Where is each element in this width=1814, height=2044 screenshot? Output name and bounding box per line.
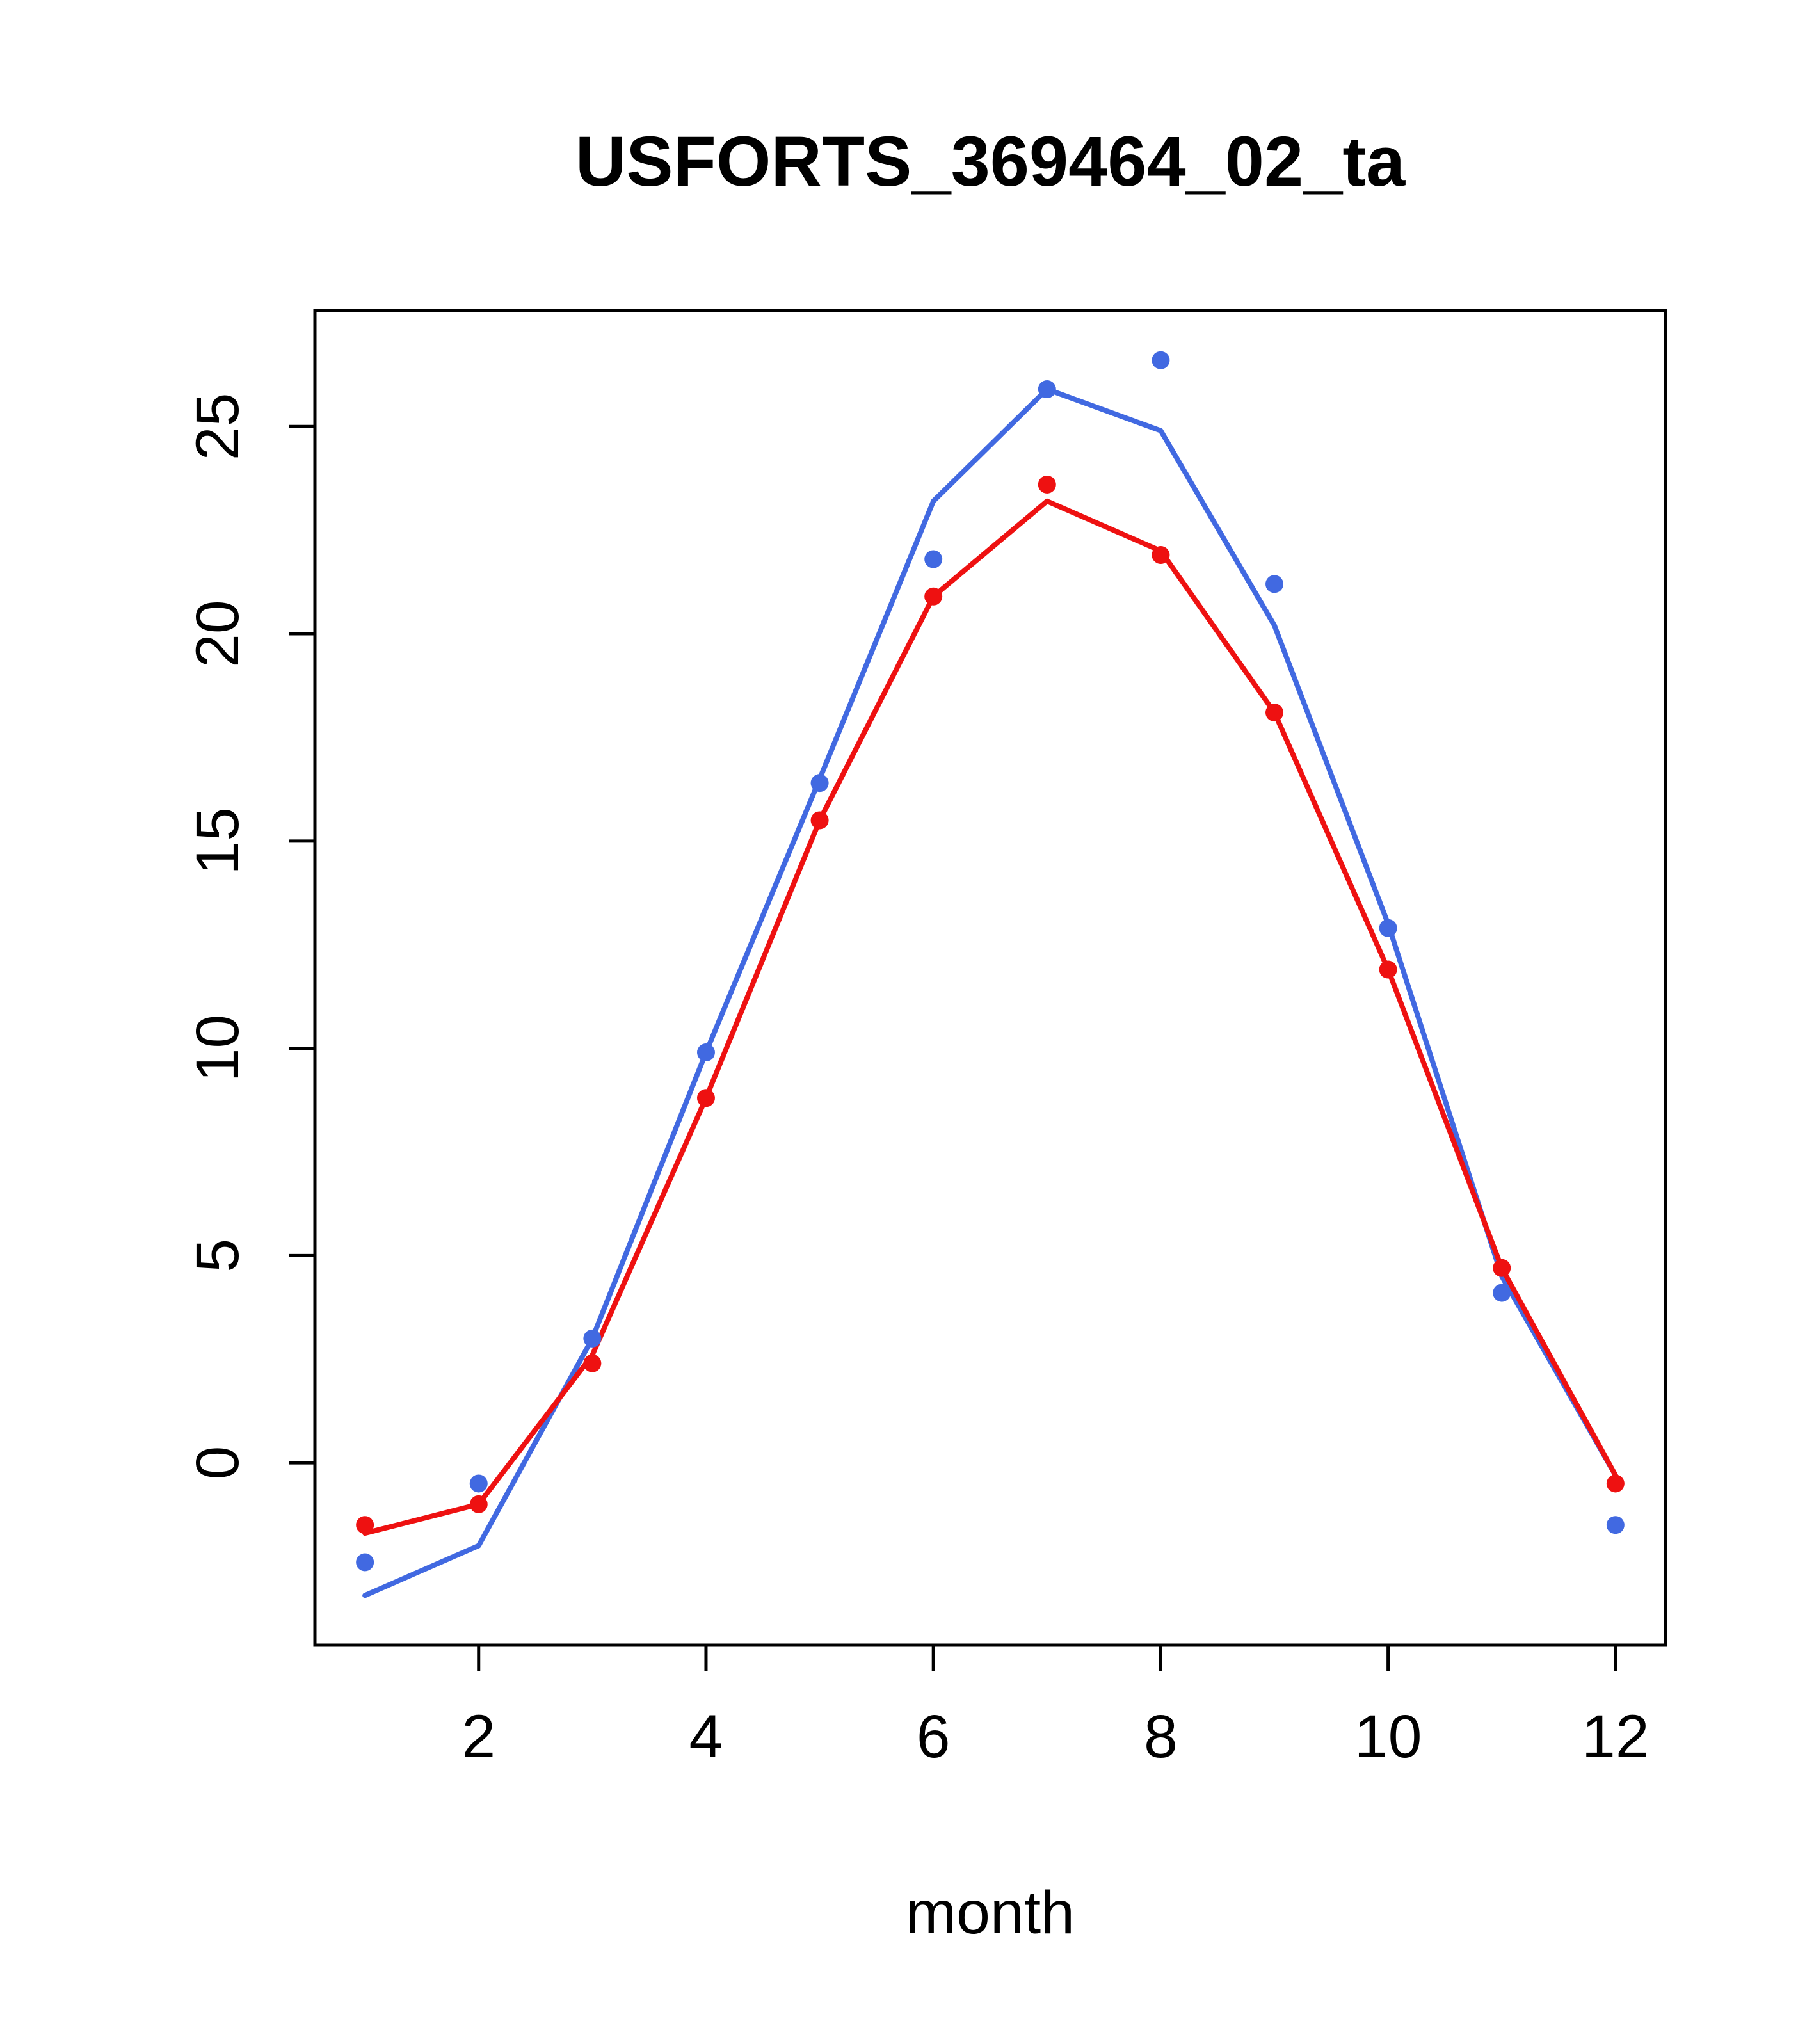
blue-points-marker: [356, 1553, 374, 1572]
blue-line: [362, 387, 1618, 1598]
blue-points-marker: [469, 1474, 488, 1493]
red-points-marker: [810, 811, 829, 830]
blue-points-marker: [1265, 575, 1284, 593]
red-points-marker: [1265, 704, 1284, 722]
plot-border: [313, 309, 1667, 1647]
blue-points-marker: [583, 1329, 602, 1348]
chart-title: USFORTS_369464_02_ta: [575, 122, 1406, 201]
red-points-marker: [1038, 475, 1056, 494]
blue-points-marker: [1038, 380, 1056, 399]
red-points-marker: [1152, 546, 1170, 565]
x-tick-label: 2: [462, 1703, 495, 1771]
x-tick-label: 12: [1582, 1703, 1649, 1771]
red-points-marker: [1606, 1474, 1625, 1493]
x-tick-label: 10: [1354, 1703, 1422, 1771]
blue-points-marker: [696, 1043, 715, 1062]
x-tick-label: 8: [1144, 1703, 1178, 1771]
blue-points-marker: [1152, 351, 1170, 369]
red-points-marker: [1493, 1259, 1511, 1277]
red-line: [362, 498, 1618, 1536]
x-axis-label: month: [906, 1879, 1075, 1947]
y-tick-label: 25: [184, 392, 252, 460]
blue-points-marker: [1379, 919, 1397, 937]
y-tick-label: 15: [184, 807, 252, 875]
blue-points-marker: [1606, 1516, 1625, 1534]
red-points-marker: [469, 1495, 488, 1513]
red-points-marker: [924, 587, 943, 606]
red-points-marker: [1379, 960, 1397, 979]
x-tick-label: 4: [689, 1703, 723, 1771]
red-points-marker: [583, 1354, 602, 1372]
y-tick-label: 10: [184, 1015, 252, 1082]
blue-points-marker: [924, 550, 943, 568]
blue-points-marker: [1493, 1284, 1511, 1302]
red-points-marker: [696, 1089, 715, 1107]
red-points-marker: [356, 1516, 374, 1534]
y-tick-label: 20: [184, 600, 252, 668]
y-tick-label: 0: [184, 1446, 252, 1480]
blue-points-marker: [810, 774, 829, 793]
x-tick-label: 6: [917, 1703, 951, 1771]
y-tick-label: 5: [184, 1239, 252, 1273]
